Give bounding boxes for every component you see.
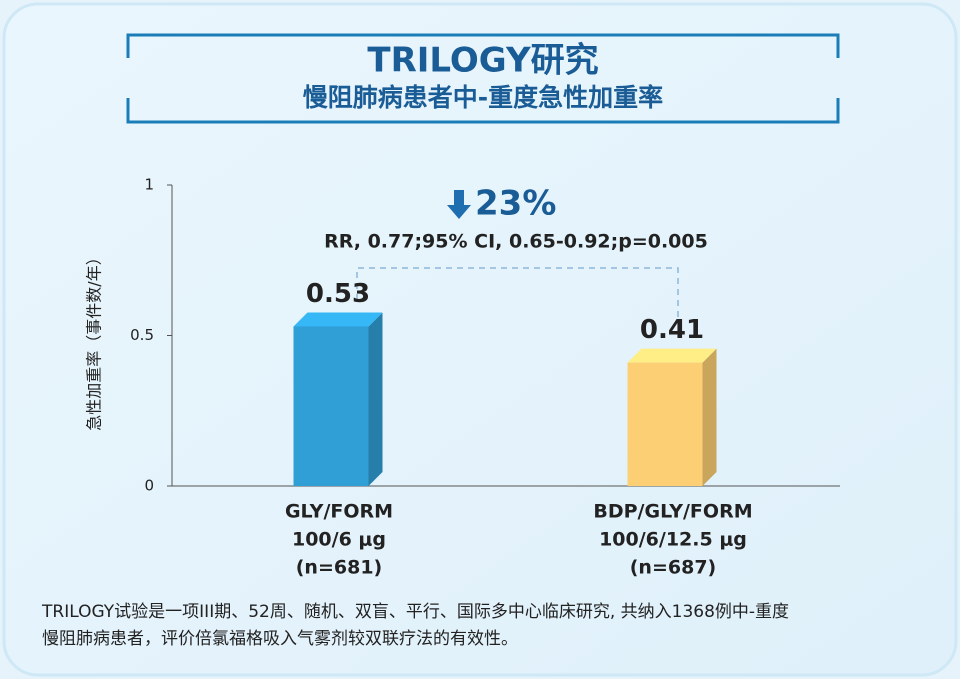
bar-top bbox=[293, 312, 383, 327]
bar bbox=[293, 312, 383, 486]
chart-subtitle: 慢阻肺病患者中-重度急性加重率 bbox=[303, 83, 663, 112]
y-tick-label: 0 bbox=[144, 477, 154, 495]
x-tick-label: 100/6 μg bbox=[292, 529, 386, 551]
bar-front bbox=[293, 326, 369, 486]
bar bbox=[627, 348, 717, 486]
x-tick-label: 100/6/12.5 μg bbox=[599, 529, 747, 551]
y-tick-label: 0.5 bbox=[130, 326, 154, 344]
x-tick-label: (n=687) bbox=[630, 557, 716, 579]
down-arrow bbox=[447, 190, 471, 219]
x-tick-label: BDP/GLY/FORM bbox=[593, 501, 752, 523]
chart-title: TRILOGY研究 bbox=[367, 41, 598, 81]
change-annotation: 23% bbox=[475, 184, 556, 224]
stats-annotation: RR, 0.77;95% CI, 0.65-0.92;p=0.005 bbox=[324, 231, 708, 253]
comparison-connector bbox=[356, 267, 679, 322]
x-tick-label: (n=681) bbox=[296, 557, 382, 579]
bar-side bbox=[368, 312, 383, 486]
x-tick-label: GLY/FORM bbox=[285, 501, 393, 523]
footnote: TRILOGY试验是一项III期、52周、随机、双盲、平行、国际多中心临床研究,… bbox=[41, 602, 789, 622]
bar-front bbox=[627, 362, 703, 486]
y-tick-label: 1 bbox=[144, 176, 154, 194]
title-frame bbox=[126, 33, 840, 124]
footnote: 慢阻肺病患者，评价倍氯福格吸入气雾剂较双联疗法的有效性。 bbox=[42, 628, 518, 649]
value-label: 0.53 bbox=[306, 279, 370, 309]
y-axis-label: 急性加重率（事件数/年） bbox=[85, 249, 104, 430]
bar-top bbox=[627, 348, 717, 363]
value-label: 0.41 bbox=[640, 315, 704, 345]
bar-side bbox=[702, 348, 717, 486]
